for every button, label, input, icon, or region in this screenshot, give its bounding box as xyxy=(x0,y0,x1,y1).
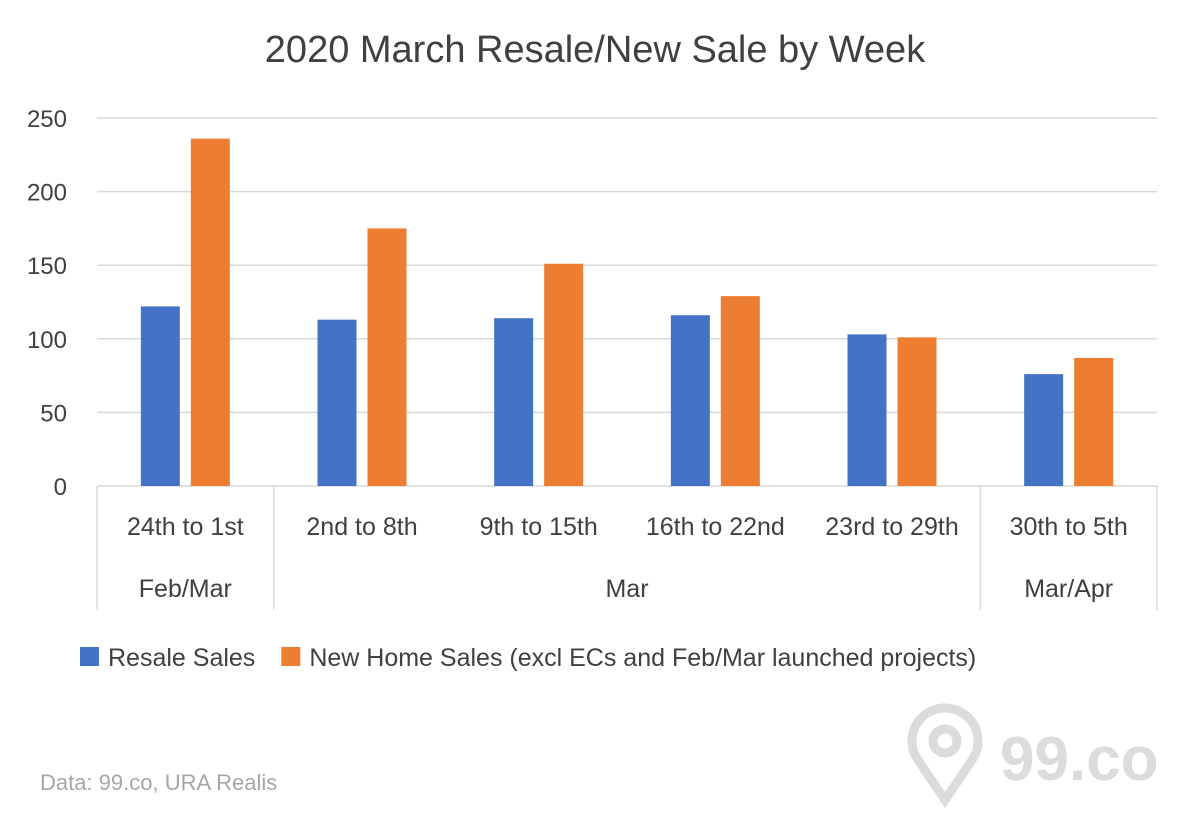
x-group-label: Mar xyxy=(605,575,648,603)
y-tick-label: 150 xyxy=(27,253,67,280)
bar-new-home xyxy=(720,296,760,486)
logo: 99.co xyxy=(907,703,1159,809)
x-axis: 24th to 1st 2nd to 8th 9th to 15th 16th to … xyxy=(96,486,1158,610)
x-tick-label: 24th to 1st xyxy=(127,513,244,541)
map-pin-icon xyxy=(907,703,983,809)
y-tick-label: 50 xyxy=(40,400,67,427)
bar-resale xyxy=(847,334,887,486)
x-group-label: Mar/Apr xyxy=(1024,575,1113,603)
x-tick-label: 9th to 15th xyxy=(480,513,598,541)
bar-new-home xyxy=(544,263,584,486)
legend-label: New Home Sales (excl ECs and Feb/Mar lau… xyxy=(309,644,976,672)
legend-swatch xyxy=(80,647,99,666)
bar-new-home xyxy=(897,337,937,486)
bar-new-home xyxy=(190,138,230,486)
x-tick-label: 16th to 22nd xyxy=(646,513,785,541)
bars xyxy=(140,138,1114,486)
legend: Resale Sales New Home Sales (excl ECs and… xyxy=(80,644,976,672)
bar-new-home xyxy=(367,228,407,486)
gridlines xyxy=(97,117,1157,487)
x-tick-label: 23rd to 29th xyxy=(825,513,958,541)
legend-swatch xyxy=(281,647,301,666)
chart-title: 2020 March Resale/New Sale by Week xyxy=(265,29,926,71)
source-note: Data: 99.co, URA Realis xyxy=(40,770,277,795)
bar-resale xyxy=(670,315,710,486)
bar-resale xyxy=(140,306,180,486)
y-tick-label: 0 xyxy=(54,474,67,501)
logo-text: 99.co xyxy=(1000,725,1159,794)
bar-resale xyxy=(494,318,534,486)
bar-resale xyxy=(317,319,357,486)
bar-new-home xyxy=(1074,357,1114,486)
y-tick-label: 100 xyxy=(27,327,67,354)
y-tick-label: 250 xyxy=(27,106,67,133)
bar-resale xyxy=(1024,374,1064,486)
x-tick-label: 2nd to 8th xyxy=(306,513,417,541)
x-group-label: Feb/Mar xyxy=(139,575,232,603)
legend-label: Resale Sales xyxy=(108,644,255,672)
y-tick-label: 200 xyxy=(27,180,67,207)
x-tick-label: 30th to 5th xyxy=(1010,513,1128,541)
y-axis: 0 50 100 150 200 250 xyxy=(27,106,67,501)
